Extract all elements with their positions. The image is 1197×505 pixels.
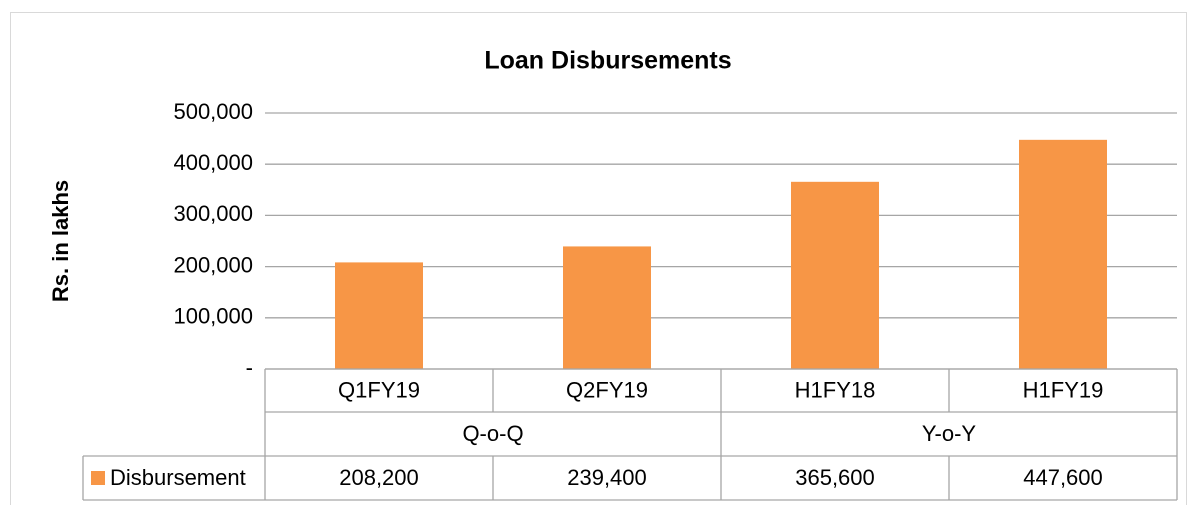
y-tick-label: 500,000 xyxy=(173,99,253,124)
y-tick-label: 200,000 xyxy=(173,252,253,277)
y-tick-label: - xyxy=(246,355,253,380)
y-tick-label: 300,000 xyxy=(173,201,253,226)
legend-key xyxy=(91,471,105,485)
table-value: 365,600 xyxy=(795,465,875,490)
bar xyxy=(791,181,879,369)
bar xyxy=(1019,139,1107,369)
y-tick-label: 100,000 xyxy=(173,304,253,329)
table-value: 447,600 xyxy=(1023,465,1103,490)
x-tick-label: H1FY19 xyxy=(1023,377,1104,402)
group-label: Q-o-Q xyxy=(462,421,523,446)
legend-label: Disbursement xyxy=(110,465,246,490)
bar xyxy=(335,262,423,369)
chart-title: Loan Disbursements xyxy=(484,47,731,75)
y-axis-label: Rs. in lakhs xyxy=(48,180,73,302)
bar xyxy=(563,246,651,369)
table-value: 208,200 xyxy=(339,465,419,490)
x-tick-label: Q2FY19 xyxy=(566,377,648,402)
y-tick-label: 400,000 xyxy=(173,150,253,175)
table-value: 239,400 xyxy=(567,465,647,490)
group-label: Y-o-Y xyxy=(922,421,977,446)
x-tick-label: Q1FY19 xyxy=(338,377,420,402)
chart-frame xyxy=(10,12,1187,505)
x-tick-label: H1FY18 xyxy=(795,377,876,402)
